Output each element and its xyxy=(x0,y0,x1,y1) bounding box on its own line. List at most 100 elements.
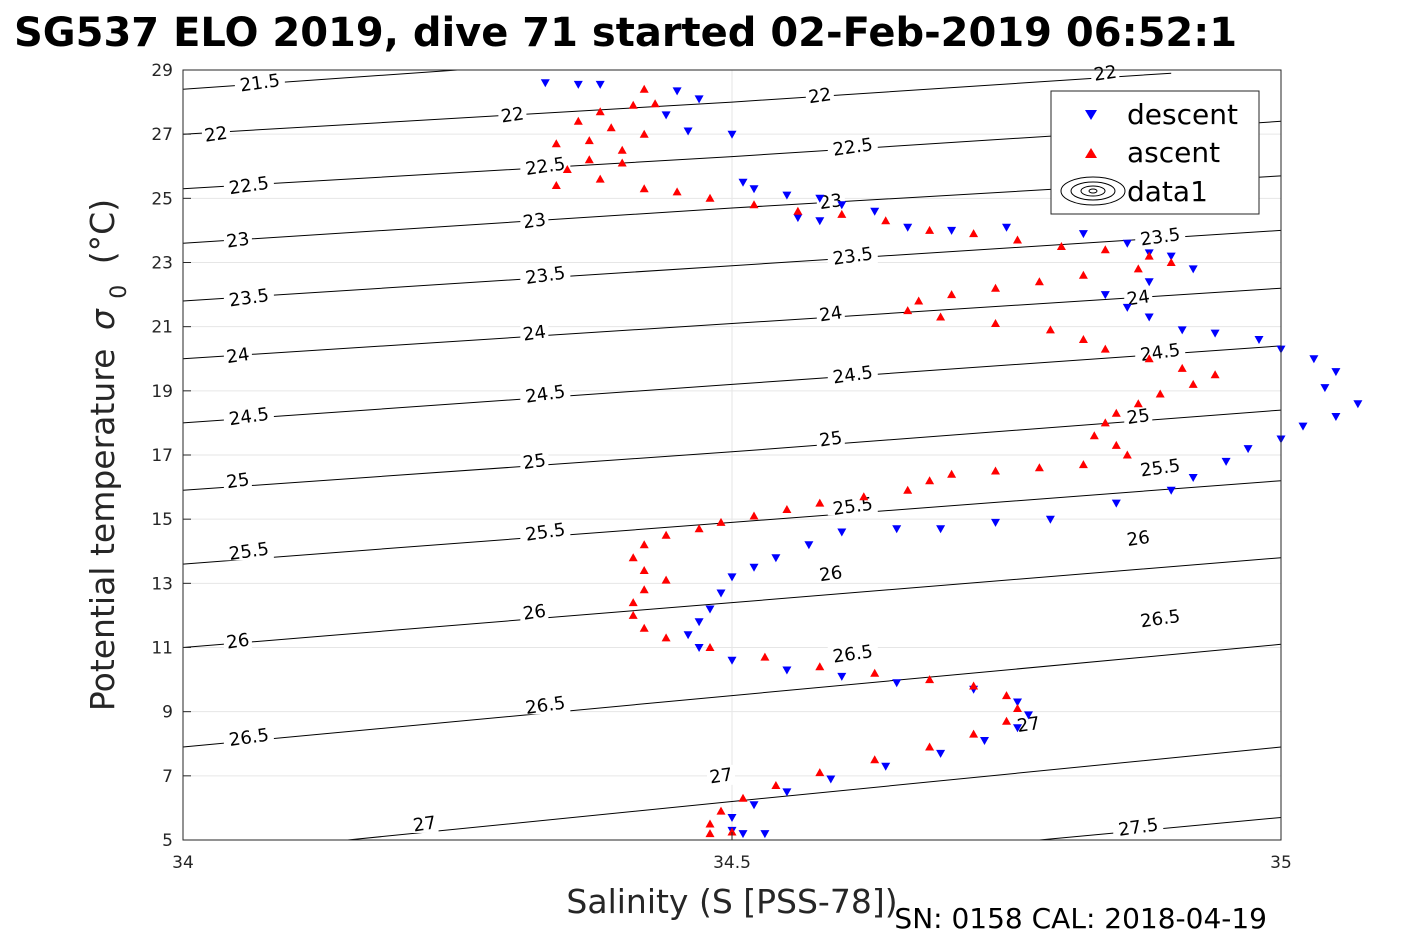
y-axis-label-symbol: σ xyxy=(83,308,122,330)
legend-ascent-label: ascent xyxy=(1127,136,1220,169)
density-label-background xyxy=(520,209,549,230)
legend: descent ascent data1 xyxy=(1050,90,1260,215)
y-tick-label: 11 xyxy=(151,639,173,659)
ascent-point xyxy=(628,610,638,619)
ascent-point xyxy=(1177,363,1187,372)
descent-point xyxy=(727,656,737,665)
density-label-background xyxy=(816,427,845,448)
ascent-point xyxy=(925,742,935,751)
density-label-background xyxy=(223,229,252,250)
ascent-point xyxy=(760,652,770,661)
y-axis-label-unit: (°C) xyxy=(83,199,122,264)
ascent-point xyxy=(1188,379,1198,388)
descent-point xyxy=(782,788,792,797)
density-label: 25 xyxy=(225,469,251,493)
density-label: 24 xyxy=(225,344,251,368)
ascent-point xyxy=(881,216,891,225)
ascent-point xyxy=(639,623,649,632)
descent-point xyxy=(694,644,704,652)
density-label: 25 xyxy=(522,450,548,474)
descent-point xyxy=(1111,499,1121,508)
y-tick-label: 9 xyxy=(162,703,173,723)
descent-point xyxy=(1298,422,1308,431)
density-label-background xyxy=(520,694,571,715)
ascent-point xyxy=(628,100,638,109)
density-label-background xyxy=(827,642,878,663)
density-label-background xyxy=(805,84,834,105)
density-label-background xyxy=(1135,341,1186,362)
ascent-point xyxy=(639,184,649,193)
density-label: 26 xyxy=(818,562,844,586)
density-label-background xyxy=(1014,713,1043,734)
descent-point xyxy=(947,226,957,235)
ascent-point xyxy=(749,511,759,520)
density-label-background xyxy=(223,405,274,426)
density-label-background xyxy=(707,764,736,785)
ascent-point xyxy=(595,174,605,183)
y-tick-label: 13 xyxy=(151,574,173,594)
density-label-background xyxy=(520,383,571,404)
ascent-point xyxy=(716,517,726,526)
ascent-point xyxy=(903,306,913,315)
ascent-point xyxy=(1155,389,1165,398)
density-label: 25 xyxy=(1126,405,1152,429)
ascent-point xyxy=(551,139,561,148)
descent-point xyxy=(1002,223,1011,232)
descent-point xyxy=(782,666,792,675)
descent-point xyxy=(771,554,781,563)
descent-point xyxy=(1243,445,1253,454)
y-axis-ticks: 5 7 9 11 13 15 17 19 21 23 25 27 29 xyxy=(151,61,191,851)
ascent-point xyxy=(1013,235,1022,244)
ascent-point xyxy=(936,312,946,321)
ascent-point xyxy=(1013,704,1022,712)
density-label-background xyxy=(1124,527,1153,548)
ascent-point xyxy=(1002,716,1011,725)
y-axis-label-subscript: 0 xyxy=(107,285,132,299)
descent-point xyxy=(749,185,759,194)
y-tick-label: 17 xyxy=(151,446,173,466)
ascent-point xyxy=(1100,418,1110,427)
descent-point xyxy=(782,191,792,200)
density-contour-line xyxy=(347,746,1282,841)
descent-point xyxy=(1166,252,1176,261)
ascent-point xyxy=(1045,325,1055,334)
ascent-point xyxy=(1144,354,1154,363)
density-label-background xyxy=(223,344,252,365)
ascent-point xyxy=(1078,460,1088,469)
descent-point xyxy=(881,762,891,771)
ascent-point xyxy=(925,476,935,485)
x-tick-label: 35 xyxy=(1270,853,1292,873)
descent-point xyxy=(1045,515,1055,524)
descent-point xyxy=(727,814,737,822)
descent-point xyxy=(595,80,605,89)
ascent-point xyxy=(584,155,594,164)
legend-item-ascent: ascent xyxy=(1085,136,1220,169)
density-label: 26 xyxy=(225,630,251,654)
descent-point xyxy=(727,573,737,582)
y-tick-label: 5 xyxy=(162,831,173,851)
descent-point xyxy=(1122,239,1132,248)
ascent-point xyxy=(870,755,880,764)
ascent-point xyxy=(1034,463,1044,472)
ascent-point xyxy=(815,498,825,507)
descent-point xyxy=(870,207,880,216)
density-label-background xyxy=(827,245,878,266)
ascent-point xyxy=(606,123,616,132)
density-contour-line xyxy=(182,69,458,90)
descent-point xyxy=(672,87,682,96)
descent-point xyxy=(980,737,989,745)
ascent-point xyxy=(815,662,825,671)
ascent-point xyxy=(1089,431,1099,440)
descent-point xyxy=(903,223,913,232)
density-contour-line xyxy=(182,287,1282,360)
density-label-background xyxy=(498,103,527,124)
descent-point xyxy=(1013,698,1022,707)
ascent-point xyxy=(551,181,561,189)
ascent-point xyxy=(650,99,660,108)
density-contour-line xyxy=(182,409,1282,491)
ascent-point xyxy=(705,643,715,651)
y-axis-label: Potential temperature σ 0 (°C) xyxy=(83,199,134,711)
ascent-point xyxy=(914,296,924,305)
density-label-background xyxy=(1135,607,1186,628)
